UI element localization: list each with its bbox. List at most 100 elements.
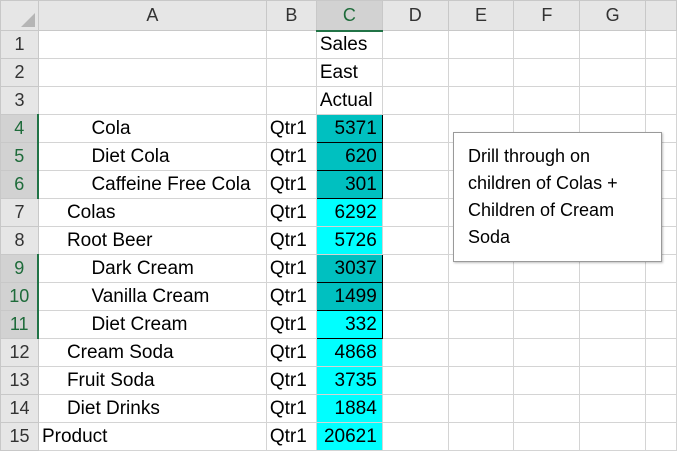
cell-b3[interactable] bbox=[265, 86, 317, 115]
row-header[interactable]: 12 bbox=[0, 338, 39, 367]
row-header[interactable]: 9 bbox=[0, 254, 40, 283]
cell-a12[interactable]: Cream Soda bbox=[37, 338, 267, 367]
cell-d8[interactable] bbox=[381, 226, 449, 255]
cell-d11[interactable] bbox=[381, 310, 449, 339]
cell-b10[interactable]: Qtr1 bbox=[265, 282, 317, 311]
cell-h11[interactable] bbox=[645, 310, 677, 339]
cell-e2[interactable] bbox=[447, 58, 515, 87]
cell-a5[interactable]: Diet Cola bbox=[37, 142, 267, 171]
row-header[interactable]: 1 bbox=[0, 30, 39, 59]
cell-h3[interactable] bbox=[645, 86, 677, 115]
column-header-d[interactable]: D bbox=[381, 0, 449, 31]
row-header[interactable]: 4 bbox=[0, 114, 40, 143]
cell-b5[interactable]: Qtr1 bbox=[265, 142, 317, 171]
cell-a13[interactable]: Fruit Soda bbox=[37, 366, 267, 395]
cell-g15[interactable] bbox=[579, 422, 647, 451]
cell-f2[interactable] bbox=[513, 58, 581, 87]
cell-g2[interactable] bbox=[579, 58, 647, 87]
row-header[interactable]: 2 bbox=[0, 58, 39, 87]
cell-b14[interactable]: Qtr1 bbox=[265, 394, 317, 423]
cell-d3[interactable] bbox=[381, 86, 449, 115]
cell-c13[interactable]: 3735 bbox=[315, 366, 383, 395]
cell-d15[interactable] bbox=[381, 422, 449, 451]
cell-f3[interactable] bbox=[513, 86, 581, 115]
cell-d9[interactable] bbox=[381, 254, 449, 283]
cell-d4[interactable] bbox=[381, 114, 449, 143]
cell-c1[interactable]: Sales bbox=[315, 30, 383, 59]
cell-b11[interactable]: Qtr1 bbox=[265, 310, 317, 339]
cell-d13[interactable] bbox=[381, 366, 449, 395]
cell-b8[interactable]: Qtr1 bbox=[265, 226, 317, 255]
cell-b4[interactable]: Qtr1 bbox=[265, 114, 317, 143]
column-header-b[interactable]: B bbox=[265, 0, 317, 31]
row-header[interactable]: 7 bbox=[0, 198, 39, 227]
cell-e10[interactable] bbox=[447, 282, 515, 311]
cell-g10[interactable] bbox=[579, 282, 647, 311]
cell-a8[interactable]: Root Beer bbox=[37, 226, 267, 255]
cell-d5[interactable] bbox=[381, 142, 449, 171]
column-header-h[interactable] bbox=[645, 0, 677, 31]
cell-a11[interactable]: Diet Cream bbox=[37, 310, 267, 339]
cell-e13[interactable] bbox=[447, 366, 515, 395]
cell-e3[interactable] bbox=[447, 86, 515, 115]
cell-c5[interactable]: 620 bbox=[315, 142, 383, 171]
cell-g12[interactable] bbox=[579, 338, 647, 367]
cell-c14[interactable]: 1884 bbox=[315, 394, 383, 423]
cell-f1[interactable] bbox=[513, 30, 581, 59]
cell-c12[interactable]: 4868 bbox=[315, 338, 383, 367]
cell-h15[interactable] bbox=[645, 422, 677, 451]
cell-e11[interactable] bbox=[447, 310, 515, 339]
cell-g1[interactable] bbox=[579, 30, 647, 59]
row-header[interactable]: 5 bbox=[0, 142, 40, 171]
cell-b6[interactable]: Qtr1 bbox=[265, 170, 317, 199]
cell-g13[interactable] bbox=[579, 366, 647, 395]
row-header[interactable]: 3 bbox=[0, 86, 39, 115]
row-header[interactable]: 6 bbox=[0, 170, 40, 199]
cell-g14[interactable] bbox=[579, 394, 647, 423]
cell-a2[interactable] bbox=[37, 58, 267, 87]
cell-b13[interactable]: Qtr1 bbox=[265, 366, 317, 395]
cell-a1[interactable] bbox=[37, 30, 267, 59]
column-header-f[interactable]: F bbox=[513, 0, 581, 31]
cell-c6[interactable]: 301 bbox=[315, 170, 383, 199]
cell-a7[interactable]: Colas bbox=[37, 198, 267, 227]
select-all-corner[interactable] bbox=[0, 0, 39, 31]
cell-f12[interactable] bbox=[513, 338, 581, 367]
cell-f13[interactable] bbox=[513, 366, 581, 395]
row-header[interactable]: 10 bbox=[0, 282, 40, 311]
cell-h13[interactable] bbox=[645, 366, 677, 395]
cell-c4[interactable]: 5371 bbox=[315, 114, 383, 143]
cell-e14[interactable] bbox=[447, 394, 515, 423]
cell-a15[interactable]: Product bbox=[37, 422, 267, 451]
cell-f10[interactable] bbox=[513, 282, 581, 311]
cell-c11-active[interactable]: 332 bbox=[315, 310, 383, 339]
cell-b2[interactable] bbox=[265, 58, 317, 87]
cell-c2[interactable]: East bbox=[315, 58, 383, 87]
cell-d12[interactable] bbox=[381, 338, 449, 367]
cell-e12[interactable] bbox=[447, 338, 515, 367]
cell-a14[interactable]: Diet Drinks bbox=[37, 394, 267, 423]
cell-c9[interactable]: 3037 bbox=[315, 254, 383, 283]
cell-h14[interactable] bbox=[645, 394, 677, 423]
column-header-a[interactable]: A bbox=[37, 0, 267, 31]
cell-b15[interactable]: Qtr1 bbox=[265, 422, 317, 451]
cell-f15[interactable] bbox=[513, 422, 581, 451]
column-header-g[interactable]: G bbox=[579, 0, 647, 31]
cell-e15[interactable] bbox=[447, 422, 515, 451]
column-header-e[interactable]: E bbox=[447, 0, 515, 31]
cell-g3[interactable] bbox=[579, 86, 647, 115]
cell-a9[interactable]: Dark Cream bbox=[37, 254, 267, 283]
cell-c8[interactable]: 5726 bbox=[315, 226, 383, 255]
cell-b12[interactable]: Qtr1 bbox=[265, 338, 317, 367]
cell-c10[interactable]: 1499 bbox=[315, 282, 383, 311]
cell-d14[interactable] bbox=[381, 394, 449, 423]
cell-h10[interactable] bbox=[645, 282, 677, 311]
cell-f11[interactable] bbox=[513, 310, 581, 339]
cell-c15[interactable]: 20621 bbox=[315, 422, 383, 451]
cell-a6[interactable]: Caffeine Free Cola bbox=[37, 170, 267, 199]
row-header[interactable]: 14 bbox=[0, 394, 39, 423]
cell-d10[interactable] bbox=[381, 282, 449, 311]
cell-d2[interactable] bbox=[381, 58, 449, 87]
row-header[interactable]: 13 bbox=[0, 366, 39, 395]
row-header[interactable]: 15 bbox=[0, 422, 39, 451]
